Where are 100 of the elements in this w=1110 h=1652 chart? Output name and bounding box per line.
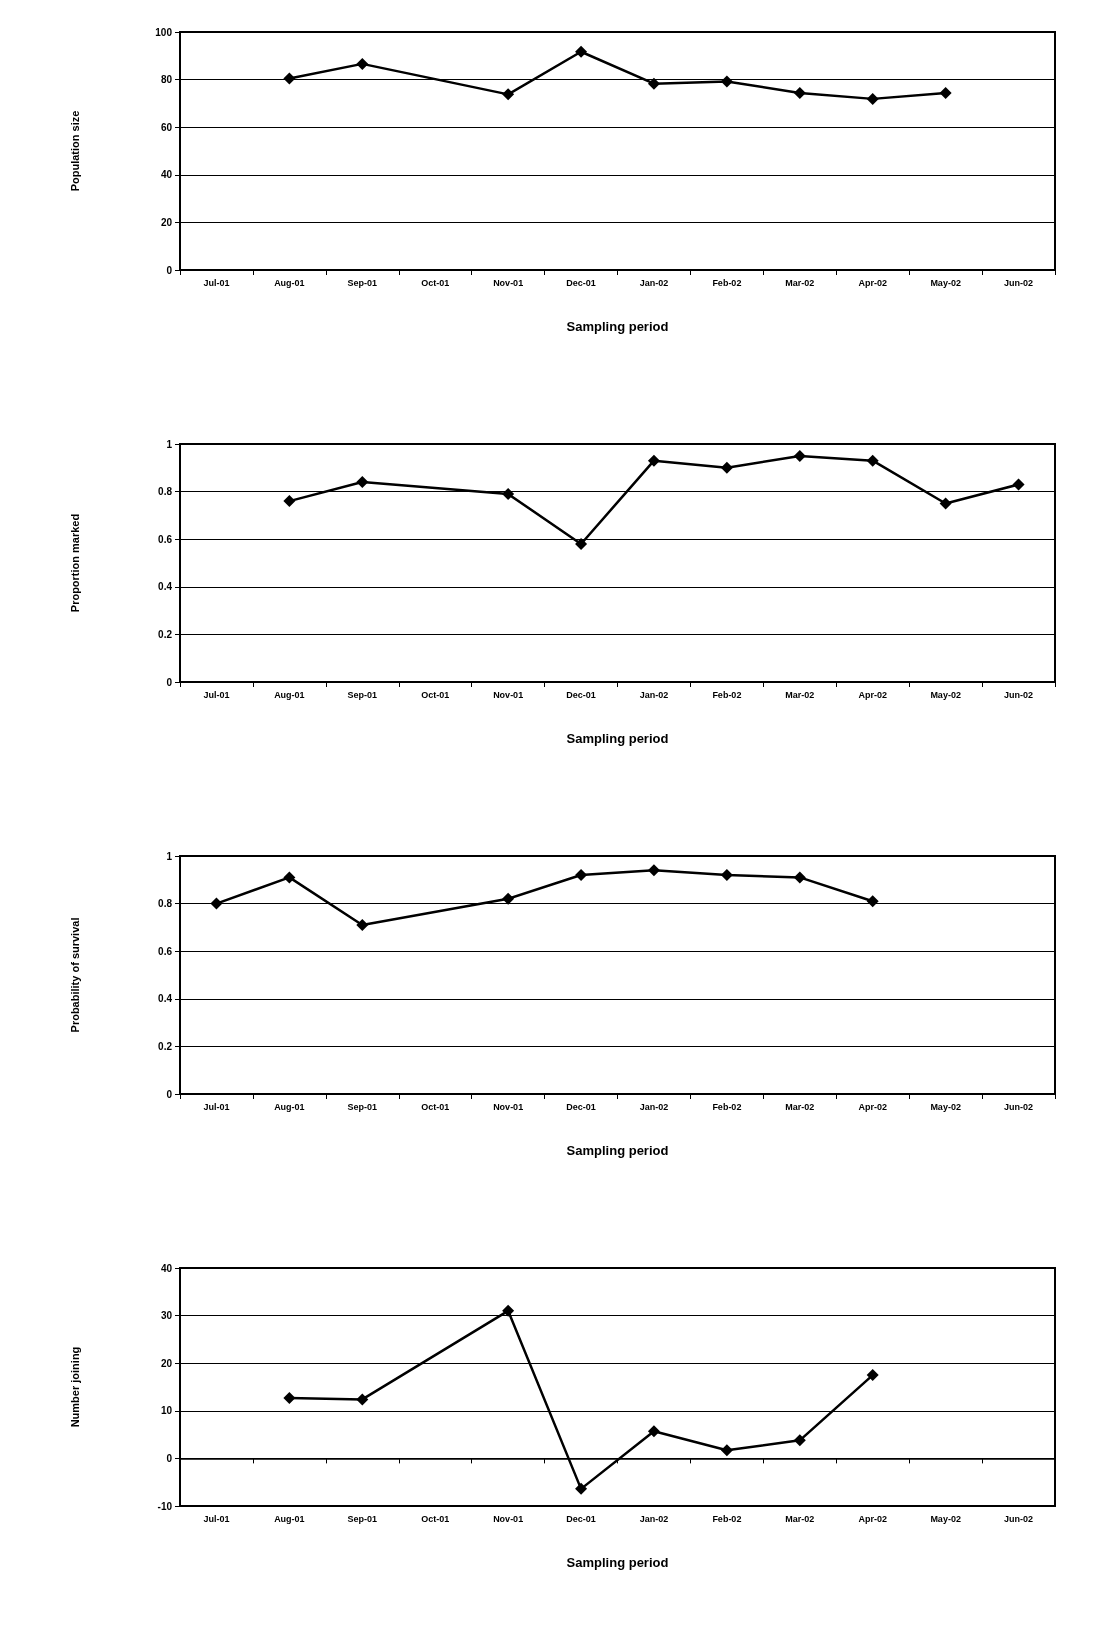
y-tick-label: 0.2 [158,1040,173,1052]
x-tick-label: Apr-02 [858,1101,887,1112]
x-axis-title: Sampling period [566,731,669,746]
point [356,57,369,70]
point [575,45,588,58]
y-tick-label: 0 [166,1452,173,1464]
y-tick-label: 1 [166,850,173,862]
point [502,487,515,500]
point [283,871,296,884]
point [793,86,806,99]
point [647,864,660,877]
x-tick-label: Nov-01 [493,1513,524,1524]
x-tick-label: Jul-01 [203,1101,230,1112]
x-tick-label: Feb-02 [712,689,742,700]
x-axis-title: Sampling period [566,1143,669,1158]
x-tick-label: Sep-01 [347,1101,378,1112]
x-tick-label: Dec-01 [566,689,596,700]
x-tick-label: Jun-02 [1004,277,1034,288]
x-tick-label: Feb-02 [712,277,742,288]
y-tick-label: 10 [160,1405,173,1417]
x-tick-label: Mar-02 [785,689,815,700]
x-tick-label: Apr-02 [858,1513,887,1524]
x-axis-title: Sampling period [566,319,669,334]
y-tick-label: 40 [160,1262,173,1274]
x-tick-label: Oct-01 [421,689,450,700]
y-tick-label: 100 [155,26,173,38]
x-tick-label: Nov-01 [493,1101,524,1112]
x-tick-label: Jul-01 [203,1513,230,1524]
point [283,495,296,508]
point [647,1425,660,1438]
x-tick-label: May-02 [930,689,961,700]
y-tick-label: 40 [160,169,173,181]
y-tick-label: 0.8 [158,486,173,498]
point [356,1393,369,1406]
point [939,497,952,510]
x-tick-label: Mar-02 [785,1101,815,1112]
x-tick-label: Dec-01 [566,277,596,288]
x-tick-label: Jun-02 [1004,689,1034,700]
point [866,895,879,908]
x-tick-label: Jul-01 [203,689,230,700]
y-axis-title: Probability of survival [68,917,81,1033]
point [283,72,296,85]
point [647,454,660,467]
point [866,1369,879,1382]
point [720,1444,733,1457]
x-tick-label: Dec-01 [566,1101,596,1112]
point [866,454,879,467]
y-tick-label: 60 [160,121,173,133]
point [793,449,806,462]
y-tick-label: 0.2 [158,628,173,640]
x-tick-label: May-02 [930,1513,961,1524]
x-tick-label: Oct-01 [421,1513,450,1524]
point [720,75,733,88]
point [793,871,806,884]
x-tick-label: Oct-01 [421,277,450,288]
y-tick-label: 80 [160,74,173,86]
point [793,1434,806,1447]
x-tick-label: Apr-02 [858,689,887,700]
point [356,919,369,932]
x-tick-label: Jan-02 [639,277,669,288]
point [866,92,879,105]
x-tick-label: Sep-01 [347,277,378,288]
point [647,77,660,90]
point [502,88,515,101]
y-tick-label: 0.8 [158,898,173,910]
y-axis-title: Proportion marked [68,513,81,613]
point [502,1304,515,1317]
x-tick-label: Jun-02 [1004,1513,1034,1524]
y-tick-label: 0 [166,676,173,688]
y-tick-label: 1 [166,438,173,450]
y-tick-label: 20 [160,216,173,228]
x-tick-label: Aug-01 [274,1101,305,1112]
y-tick-label: 0.4 [158,993,173,1005]
y-tick-label: 0.4 [158,581,173,593]
point [1012,478,1025,491]
x-tick-label: Jul-01 [203,277,230,288]
x-tick-label: Jun-02 [1004,1101,1034,1112]
point [575,537,588,550]
x-tick-label: Mar-02 [785,1513,815,1524]
point [720,461,733,474]
x-tick-label: Dec-01 [566,1513,596,1524]
y-tick-label: 0 [166,264,173,276]
x-tick-label: Jan-02 [639,689,669,700]
y-tick-label: 0.6 [158,533,173,545]
y-tick-label: 0 [166,1088,173,1100]
x-tick-label: Mar-02 [785,277,815,288]
point [283,1391,296,1404]
x-tick-label: Oct-01 [421,1101,450,1112]
x-tick-label: Nov-01 [493,689,524,700]
point [575,869,588,882]
y-tick-label: 0.6 [158,945,173,957]
point [575,1482,588,1495]
x-tick-label: Apr-02 [858,277,887,288]
x-tick-label: Feb-02 [712,1513,742,1524]
point [210,897,223,910]
y-tick-label: 30 [160,1310,173,1322]
x-tick-label: Aug-01 [274,689,305,700]
y-tick-label: -10 [157,1500,173,1512]
x-tick-label: Aug-01 [274,1513,305,1524]
x-tick-label: May-02 [930,277,961,288]
